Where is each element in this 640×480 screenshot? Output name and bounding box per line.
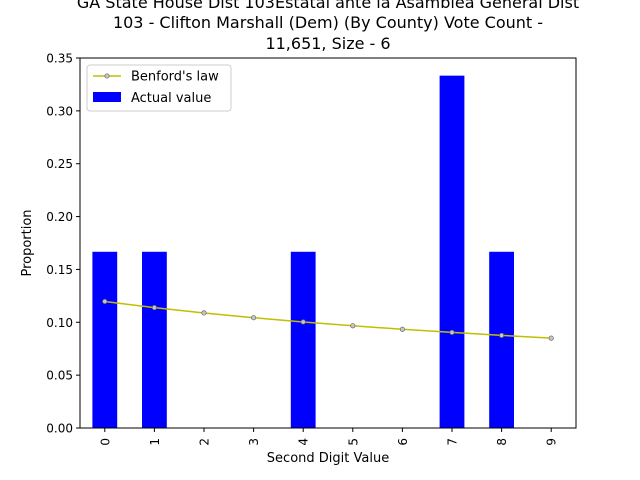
chart-title-line-1: GA State House Dist 103Estatal ante la A… (77, 0, 579, 12)
legend-benford-marker (104, 73, 110, 79)
legend-actual-label: Actual value (131, 91, 211, 106)
benford-point-9 (548, 335, 554, 341)
benford-line (104, 300, 552, 339)
benford-point-4 (300, 319, 306, 325)
legend: Benford's law Actual value (86, 64, 232, 112)
x-tick-label-7: 7 (446, 438, 460, 446)
chart-title: GA State House Dist 103Estatal ante la A… (77, 0, 579, 53)
x-tick-label-1: 1 (148, 438, 162, 446)
y-tick-label-1: 0.05 (46, 369, 73, 383)
chart-title-line-2: 103 - Clifton Marshall (Dem) (By County)… (113, 13, 543, 32)
legend-actual-swatch (93, 92, 121, 102)
y-axis-label: Proportion (20, 209, 35, 276)
x-tick-label-6: 6 (396, 438, 410, 446)
x-tick-label-2: 2 (198, 438, 212, 446)
benford-point-6 (399, 326, 405, 332)
x-tick-label-5: 5 (346, 438, 360, 446)
benford-point-3 (251, 315, 257, 321)
actual-value-bars (92, 75, 514, 428)
chart-title-line-3: 11,651, Size - 6 (265, 34, 390, 53)
y-axis: 0.00 0.05 0.10 0.15 0.20 0.25 0.30 0.35 (46, 52, 80, 436)
y-tick-label-2: 0.10 (46, 316, 73, 330)
plot-area-frame (79, 57, 577, 429)
x-tick-label-0: 0 (98, 438, 112, 446)
benford-point-8 (499, 332, 505, 338)
x-tick-label-9: 9 (545, 438, 559, 446)
y-tick-label-6: 0.30 (46, 104, 73, 118)
bar-digit-0 (92, 251, 118, 428)
benford-point-7 (449, 329, 455, 335)
x-axis-label: Second Digit Value (267, 451, 389, 466)
benford-point-0 (102, 298, 108, 305)
benford-point-5 (350, 323, 356, 329)
legend-benford-label: Benford's law (131, 70, 219, 85)
x-tick-label-3: 3 (247, 438, 261, 446)
y-tick-label-4: 0.20 (46, 210, 73, 224)
y-tick-label-0: 0.00 (46, 422, 73, 436)
y-tick-label-5: 0.25 (46, 157, 73, 171)
bar-digit-8 (489, 251, 514, 428)
benford-point-1 (151, 305, 157, 311)
bar-digit-4 (290, 251, 316, 428)
benford-point-2 (201, 310, 207, 316)
x-tick-label-4: 4 (297, 438, 311, 446)
legend-box (86, 64, 232, 112)
y-tick-label-3: 0.15 (46, 263, 73, 277)
x-axis: 0 1 2 3 4 5 6 7 8 9 (98, 428, 559, 446)
bar-digit-7 (439, 75, 465, 428)
benford-line-series (102, 298, 554, 341)
x-tick-label-8: 8 (495, 438, 509, 446)
bar-digit-1 (142, 251, 167, 428)
y-tick-label-7: 0.35 (46, 52, 73, 66)
